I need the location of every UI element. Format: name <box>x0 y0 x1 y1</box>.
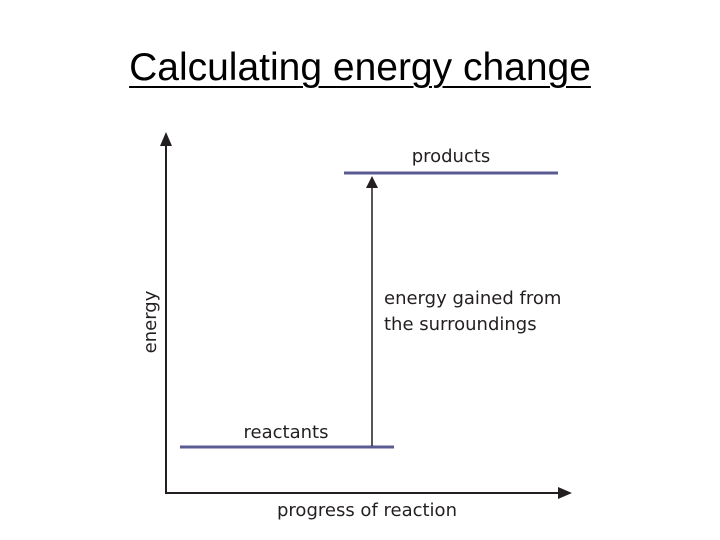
page-title: Calculating energy change <box>129 46 591 89</box>
reactants-label: reactants <box>244 422 329 443</box>
x-axis-label: progress of reaction <box>277 500 457 521</box>
y-axis-arrowhead <box>160 132 172 146</box>
energy-change-label-line2: the surroundings <box>384 314 537 335</box>
energy-change-arrowhead <box>366 176 378 188</box>
y-axis-label: energy <box>140 290 161 353</box>
energy-change-label-line1: energy gained from <box>384 288 561 309</box>
x-axis-arrowhead <box>558 487 572 499</box>
products-label: products <box>412 146 491 167</box>
